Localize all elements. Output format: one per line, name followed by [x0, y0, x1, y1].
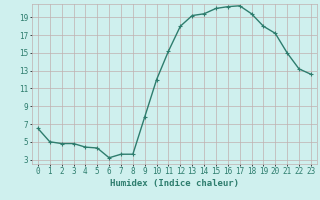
X-axis label: Humidex (Indice chaleur): Humidex (Indice chaleur) [110, 179, 239, 188]
